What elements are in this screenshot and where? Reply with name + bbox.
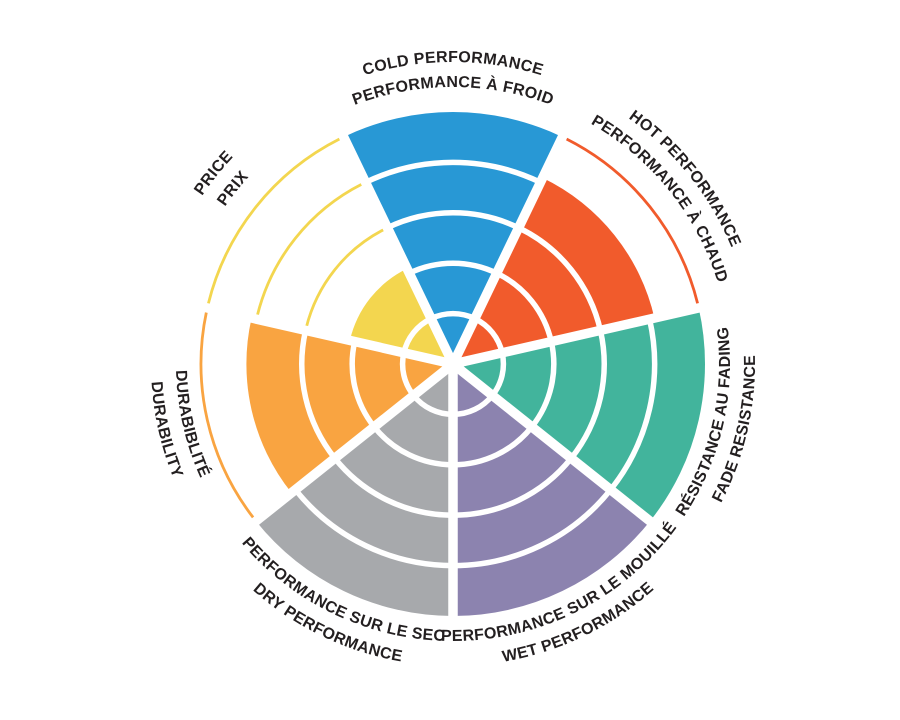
ring-outline <box>199 310 255 520</box>
ring-separator <box>569 329 607 460</box>
sector-wedge-hot <box>453 177 655 364</box>
ring-separator <box>299 329 337 460</box>
sector-label-text-hot-line1: HOT PERFORMANCE <box>626 108 744 250</box>
sector-price <box>206 137 453 364</box>
sector-cold <box>343 112 563 364</box>
sector-dry <box>255 364 454 616</box>
sector-label-cold-line2: PERFORMANCE À FROID <box>350 74 556 109</box>
ring-outline <box>255 182 364 318</box>
ring-separator <box>332 456 454 518</box>
sector-wedge-price <box>349 268 453 364</box>
center-hub <box>444 355 462 373</box>
sector-label-text-cold-line2: PERFORMANCE À FROID <box>350 74 555 109</box>
ring-separator <box>386 210 520 231</box>
ring-separator <box>517 225 604 331</box>
sector-wet <box>452 364 651 616</box>
ring-separator <box>529 340 557 429</box>
ring-separator <box>608 318 658 492</box>
ring-separator <box>452 425 534 468</box>
ring-separator <box>349 340 377 429</box>
ring-separator <box>408 260 498 276</box>
ring-separator <box>495 270 554 343</box>
sector-divider-spoke <box>451 300 711 369</box>
ring-separator <box>452 487 613 569</box>
ring-separator <box>293 487 454 569</box>
sector-wedge-cold <box>343 112 563 364</box>
ring-separator <box>364 159 542 185</box>
sector-wedge-wet <box>453 364 651 616</box>
sector-wedge-fade <box>453 307 705 522</box>
sector-hot <box>453 137 700 364</box>
sector-divider-spoke <box>334 124 458 367</box>
sector-wedge-dry <box>255 364 453 616</box>
ring-outline <box>304 227 387 330</box>
sector-label-hot-line1: HOT PERFORMANCE <box>626 108 744 250</box>
ring-separator <box>372 425 454 468</box>
sector-durability <box>199 310 453 520</box>
ring-separator <box>452 456 574 518</box>
sector-divider-spoke <box>450 360 662 532</box>
sector-divider-spoke <box>448 124 572 367</box>
ring-outline <box>206 137 342 306</box>
ring-outline <box>564 137 700 306</box>
sector-divider-spoke <box>195 300 455 369</box>
sector-divider-spoke <box>244 360 456 532</box>
